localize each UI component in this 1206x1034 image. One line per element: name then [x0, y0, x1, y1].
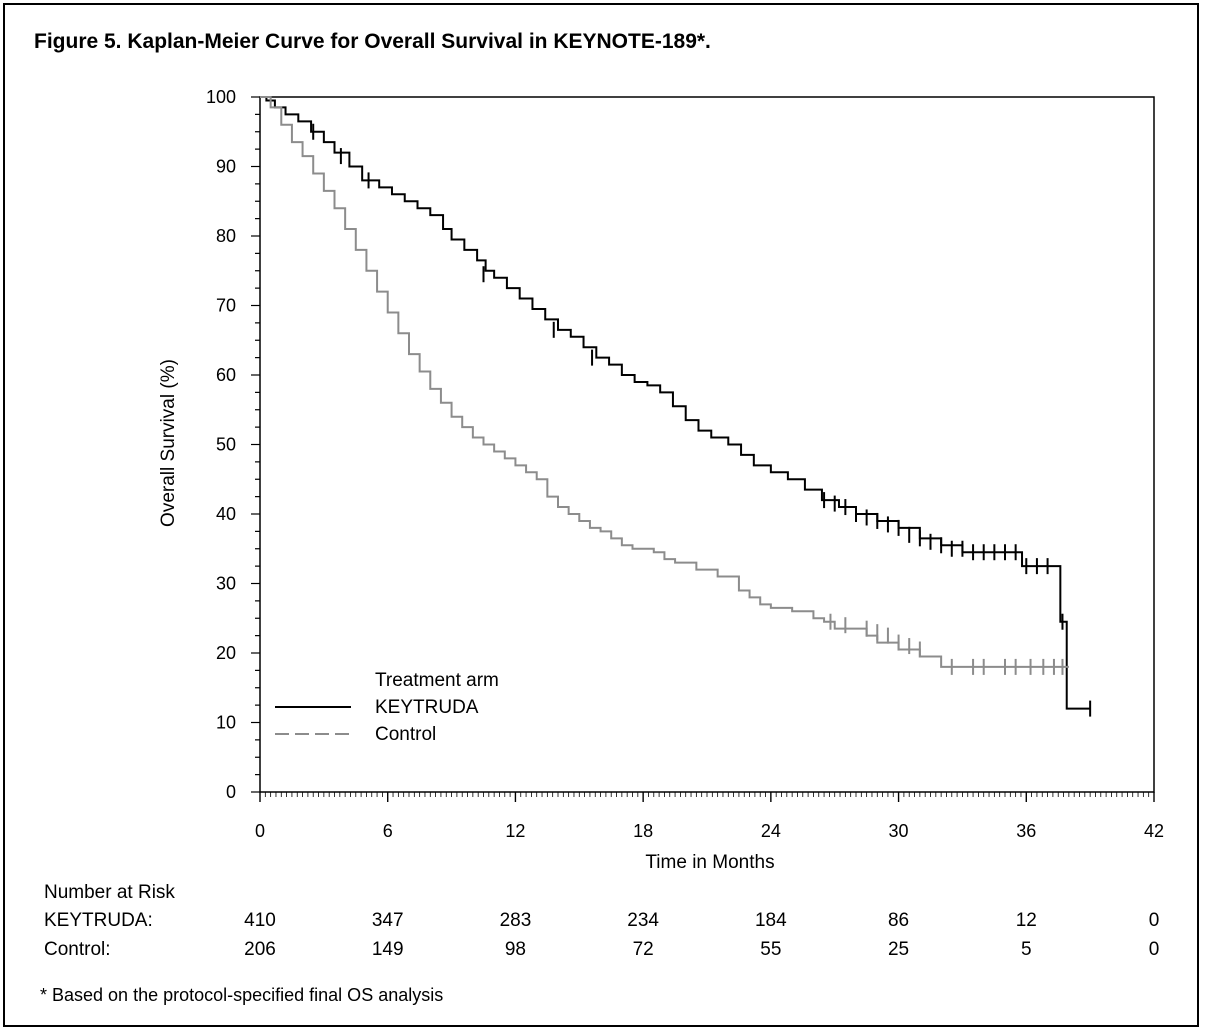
- risk-count: 206: [244, 939, 276, 960]
- series-line-keytruda: [260, 96, 1091, 710]
- risk-count: 25: [887, 939, 910, 960]
- legend-label-control: Control: [375, 724, 436, 745]
- x-axis-label: Time in Months: [645, 852, 774, 873]
- footnote: * Based on the protocol-specified final …: [40, 985, 444, 1005]
- risk-row-label: Control:: [44, 939, 111, 960]
- risk-count: 0: [1148, 910, 1160, 931]
- series-line-control: [260, 96, 1069, 668]
- risk-row-label: KEYTRUDA:: [44, 910, 153, 931]
- risk-count: 149: [371, 939, 404, 960]
- risk-count: 283: [499, 910, 532, 931]
- risk-count: 12: [1015, 910, 1037, 931]
- risk-count: 72: [632, 939, 654, 960]
- x-tick-label: 42: [1144, 821, 1164, 841]
- y-tick-label: 90: [216, 157, 236, 177]
- x-tick-label: 24: [761, 821, 781, 841]
- y-tick-label: 10: [216, 713, 236, 733]
- y-tick-label: 30: [216, 574, 236, 594]
- y-axis-label: Overall Survival (%): [158, 359, 179, 527]
- risk-count: 5: [1020, 939, 1032, 960]
- x-tick-label: 36: [1016, 821, 1036, 841]
- risk-table-header: Number at Risk: [44, 882, 175, 903]
- y-tick-label: 80: [216, 226, 236, 246]
- legend-title: Treatment arm: [375, 670, 499, 691]
- risk-count: 98: [504, 939, 526, 960]
- figure-frame: [3, 3, 1199, 1027]
- x-tick-label: 12: [505, 821, 525, 841]
- chart-curves: [260, 96, 1092, 717]
- y-tick-label: 50: [216, 435, 236, 455]
- risk-count: 234: [627, 910, 659, 931]
- risk-count: 55: [760, 939, 782, 960]
- y-tick-label: 20: [216, 643, 236, 663]
- y-tick-label: 0: [226, 782, 236, 802]
- x-tick-label: 18: [633, 821, 653, 841]
- y-tick-label: 70: [216, 296, 236, 316]
- risk-count: 184: [754, 910, 787, 931]
- figure-title: Figure 5. Kaplan-Meier Curve for Overall…: [34, 30, 711, 53]
- risk-count: 0: [1148, 939, 1160, 960]
- risk-count: 410: [244, 910, 276, 931]
- risk-count: 86: [887, 910, 910, 931]
- y-tick-label: 60: [216, 365, 236, 385]
- chart-axes: 0 10 20 30 40 50 60 70 80 90 100 0 6 12 18 24 30 36 42: [206, 87, 1164, 841]
- x-tick-label: 6: [383, 821, 393, 841]
- risk-count: 347: [371, 910, 404, 931]
- legend-label-keytruda: KEYTRUDA: [375, 697, 479, 718]
- x-tick-label: 0: [255, 821, 265, 841]
- y-tick-label: 100: [206, 87, 236, 107]
- chart-legend: Treatment arm KEYTRUDA Control: [275, 670, 499, 745]
- x-tick-label: 30: [889, 821, 909, 841]
- y-tick-label: 40: [216, 504, 236, 524]
